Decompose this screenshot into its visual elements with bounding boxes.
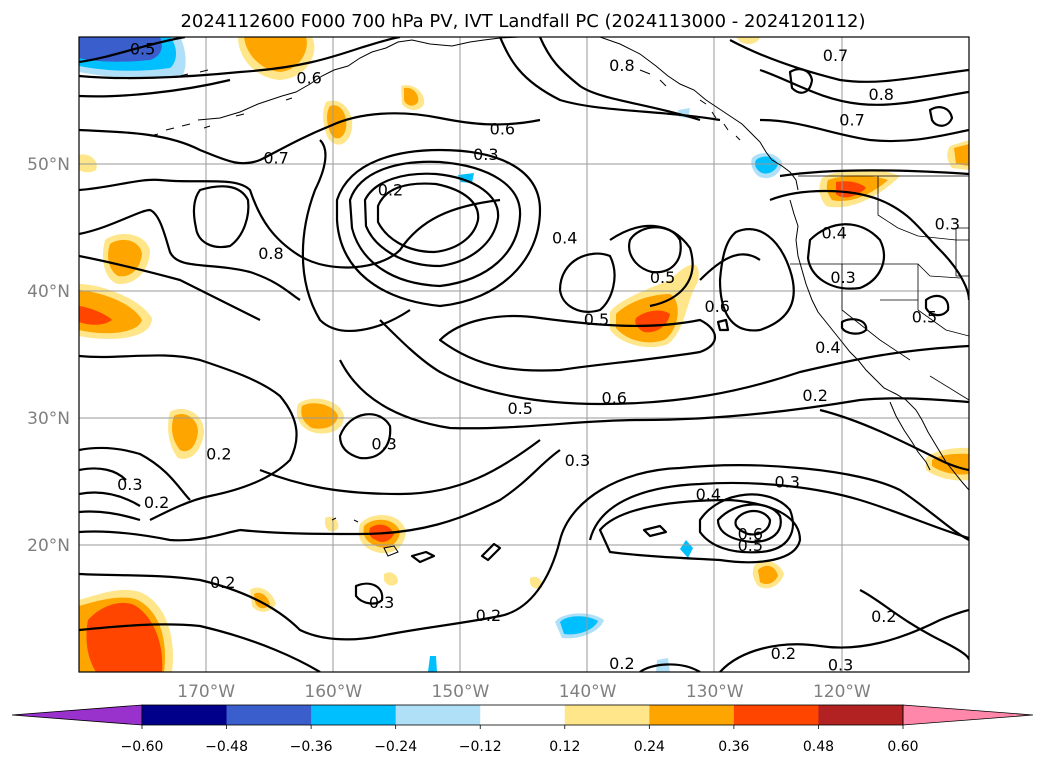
contour-label: 0.2 <box>210 573 235 592</box>
contour-label: 0.3 <box>935 215 960 234</box>
longitude-tick-labels: 170°W 160°W 150°W 140°W 130°W 120°W <box>177 682 871 702</box>
contour-label: 0.2 <box>771 644 796 663</box>
contour-label: 0.3 <box>371 434 396 453</box>
contour-label: 0.4 <box>822 224 847 243</box>
lon-tick-label: 120°W <box>813 682 871 702</box>
coastlines <box>149 37 969 557</box>
chart-title: 2024112600 F000 700 hPa PV, IVT Landfall… <box>180 11 865 32</box>
contour-label: 0.4 <box>696 485 721 504</box>
colorbar-bin <box>142 705 228 725</box>
contour-label: 0.3 <box>830 268 855 287</box>
lon-tick-label: 140°W <box>559 682 617 702</box>
colorbar-tick-label: 0.60 <box>887 739 918 755</box>
contour-label: 0.5 <box>584 310 609 329</box>
contour-label: 0.2 <box>609 654 634 673</box>
contour-label: 0.5 <box>738 536 763 555</box>
contour-label: 0.5 <box>650 268 675 287</box>
map-frame <box>78 36 970 673</box>
contour-label: 0.3 <box>774 473 799 492</box>
contour-label: 0.3 <box>565 451 590 470</box>
lon-tick-label: 130°W <box>686 682 744 702</box>
contour-label: 0.8 <box>258 244 283 263</box>
colorbar-tick-label: 0.48 <box>803 739 834 755</box>
lon-tick-label: 160°W <box>304 682 362 702</box>
colorbar-bin <box>818 705 904 725</box>
lat-tick-label: 40°N <box>27 282 70 302</box>
lon-tick-label: 150°W <box>432 682 490 702</box>
colorbar-bin <box>480 705 566 725</box>
colorbar-bin <box>311 705 397 725</box>
colorbar-tick-label: −0.36 <box>290 739 333 755</box>
colorbar-bin <box>564 705 650 725</box>
contour-label: 0.7 <box>839 111 864 130</box>
contour-label: 0.2 <box>802 386 827 405</box>
contour-label: 0.2 <box>144 493 169 512</box>
colorbar-bin <box>649 705 735 725</box>
contour-label: 0.2 <box>378 180 403 199</box>
contour-label: 0.7 <box>263 149 288 168</box>
gridlines <box>79 37 969 672</box>
map-background <box>79 37 969 672</box>
contour-label: 0.5 <box>912 307 937 326</box>
colorbar-tick-label: 0.12 <box>549 739 580 755</box>
colorbar-extend-low <box>11 704 143 726</box>
lat-tick-label: 20°N <box>27 536 70 556</box>
contour-label: 0.6 <box>490 119 515 138</box>
ivt-shading <box>79 37 969 672</box>
contour-label: 0.8 <box>609 56 634 75</box>
colorbar-tick-label: −0.48 <box>205 739 248 755</box>
contour-label: 0.6 <box>705 297 730 316</box>
colorbar-tick-label: 0.24 <box>634 739 665 755</box>
contour-label: 0.3 <box>369 593 394 612</box>
contour-label: 0.5 <box>130 39 155 58</box>
colorbar-bin <box>733 705 819 725</box>
colorbar-bin <box>226 705 312 725</box>
colorbar-tick-label: −0.12 <box>459 739 502 755</box>
colorbar-tick-label: −0.24 <box>374 739 417 755</box>
contour-label: 0.6 <box>602 389 627 408</box>
contour-labels: 0.50.60.70.80.60.30.20.40.80.70.80.70.40… <box>117 39 960 674</box>
contour-label: 0.2 <box>476 606 501 625</box>
colorbar-bin <box>395 705 481 725</box>
colorbar-tick-label: −0.60 <box>121 739 164 755</box>
contour-label: 0.5 <box>507 399 532 418</box>
contour-label: 0.3 <box>473 145 498 164</box>
pv-contours <box>79 37 969 672</box>
contour-label: 0.2 <box>871 607 896 626</box>
colorbar-extend-high <box>902 704 1034 726</box>
contour-label: 0.2 <box>206 445 231 464</box>
colorbar: −0.60 −0.48 −0.36 −0.24 −0.12 0.12 0.24 0.36 0.4… <box>11 704 1034 755</box>
contour-label: 0.4 <box>552 229 577 248</box>
contour-label: 0.4 <box>815 338 840 357</box>
latitude-tick-labels: 50°N 40°N 30°N 20°N <box>27 155 70 556</box>
lat-tick-label: 30°N <box>27 409 70 429</box>
colorbar-tick-label: 0.36 <box>718 739 749 755</box>
colorbar-frame <box>141 704 904 726</box>
lon-tick-label: 170°W <box>177 682 235 702</box>
map-panel: 0.50.60.70.80.60.30.20.40.80.70.80.70.40… <box>78 36 970 674</box>
contour-label: 0.3 <box>828 655 853 674</box>
contour-label: 0.7 <box>823 46 848 65</box>
contour-label: 0.6 <box>738 525 763 544</box>
contour-label: 0.6 <box>296 69 321 88</box>
contour-label: 0.3 <box>117 475 142 494</box>
contour-label: 0.8 <box>869 85 894 104</box>
lat-tick-label: 50°N <box>27 155 70 175</box>
